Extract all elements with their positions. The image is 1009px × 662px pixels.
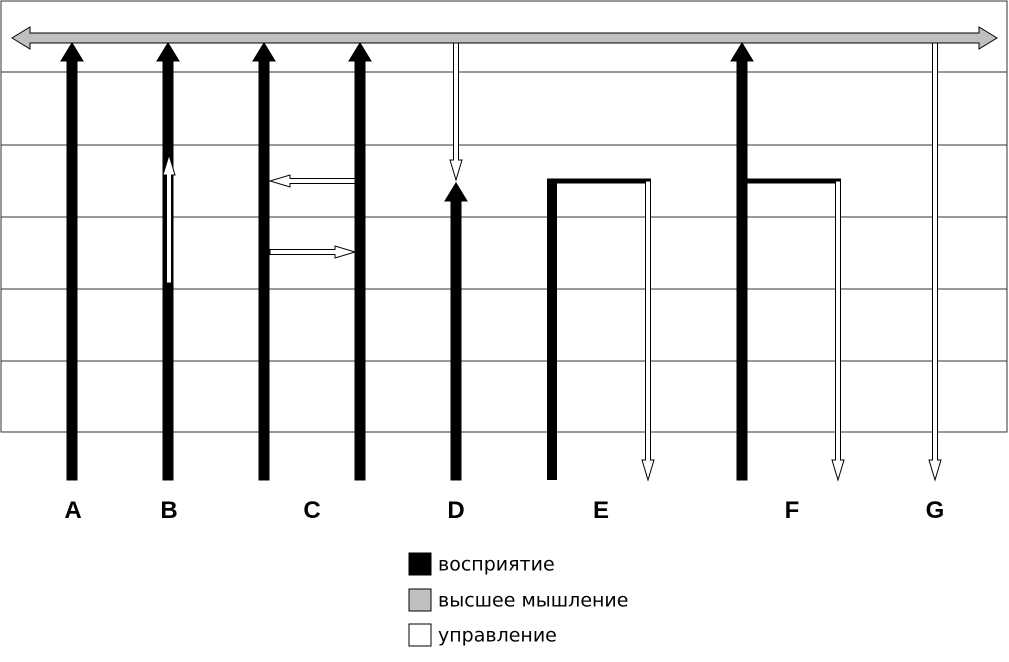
control-arrow: [269, 245, 357, 259]
column-label: E: [593, 497, 609, 524]
column-label: A: [64, 497, 81, 524]
perception-arrow: [444, 182, 468, 481]
column-label: C: [303, 497, 320, 524]
control-arrow: [268, 174, 356, 188]
control-arrow: [928, 42, 942, 482]
perception-arrow: [348, 42, 372, 481]
control-arrow: [449, 42, 463, 182]
perception-arrow: [252, 42, 276, 481]
control-arrow: [641, 180, 655, 482]
column-label: G: [926, 497, 945, 524]
legend-swatch: [408, 588, 432, 612]
control-arrow: [162, 153, 176, 284]
legend-label: высшее мышление: [438, 590, 628, 612]
legend-label: восприятие: [438, 554, 555, 576]
perception-arrow: [60, 42, 84, 481]
arrows: [11, 26, 998, 482]
legend-swatch: [408, 552, 432, 576]
legend-label: управление: [438, 625, 557, 647]
column-label: F: [785, 497, 800, 524]
column-label: D: [447, 497, 464, 524]
legend-swatch: [408, 623, 432, 647]
thinking-arrow: [11, 26, 998, 50]
perception-arrow: [730, 42, 754, 481]
column-label: B: [160, 497, 177, 524]
control-arrow: [831, 180, 845, 482]
